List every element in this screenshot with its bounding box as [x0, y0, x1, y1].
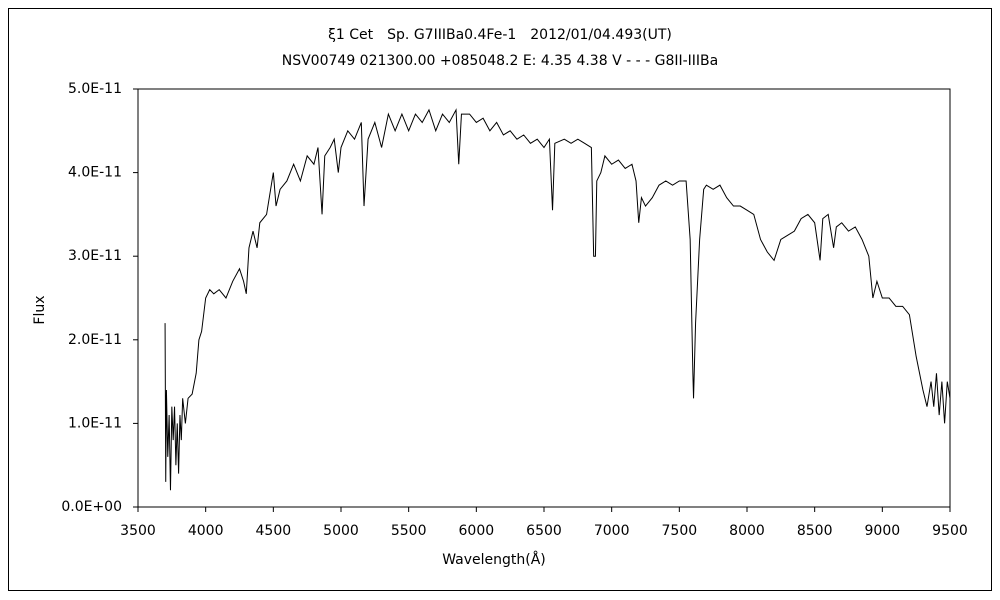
chart-subtitle: NSV00749 021300.00 +085048.2 E: 4.35 4.3…: [282, 53, 719, 69]
x-tick-label: 8000: [729, 523, 765, 539]
x-tick-label: 7000: [594, 523, 630, 539]
spectrum-line: [164, 108, 951, 491]
x-tick-label: 6000: [459, 523, 495, 539]
x-tick-label: 6500: [526, 523, 562, 539]
x-tick-label: 4000: [188, 523, 224, 539]
x-tick-label: 4500: [256, 523, 292, 539]
x-tick-label: 9000: [865, 523, 901, 539]
chart-title: ξ1 Cet Sp. G7IIIBa0.4Fe-1 2012/01/04.493…: [328, 27, 672, 43]
frame: [8, 8, 992, 591]
x-tick-label: 8500: [797, 523, 833, 539]
x-tick-label: 5500: [391, 523, 427, 539]
x-tick-label: 7500: [662, 523, 698, 539]
x-axis-label: Wavelength(Å): [442, 551, 546, 568]
y-tick-label: 1.0E-11: [68, 415, 122, 431]
plot-area: [137, 88, 951, 508]
y-tick-label: 5.0E-11: [68, 81, 122, 97]
y-tick-label: 4.0E-11: [68, 165, 122, 181]
y-tick-label: 3.0E-11: [68, 248, 122, 264]
x-tick-label: 9500: [932, 523, 968, 539]
x-tick-label: 3500: [120, 523, 156, 539]
x-tick-label: 5000: [323, 523, 359, 539]
y-tick-label: 0.0E+00: [61, 499, 122, 515]
y-axis-label: Flux: [32, 295, 48, 324]
y-tick-label: 2.0E-11: [68, 332, 122, 348]
